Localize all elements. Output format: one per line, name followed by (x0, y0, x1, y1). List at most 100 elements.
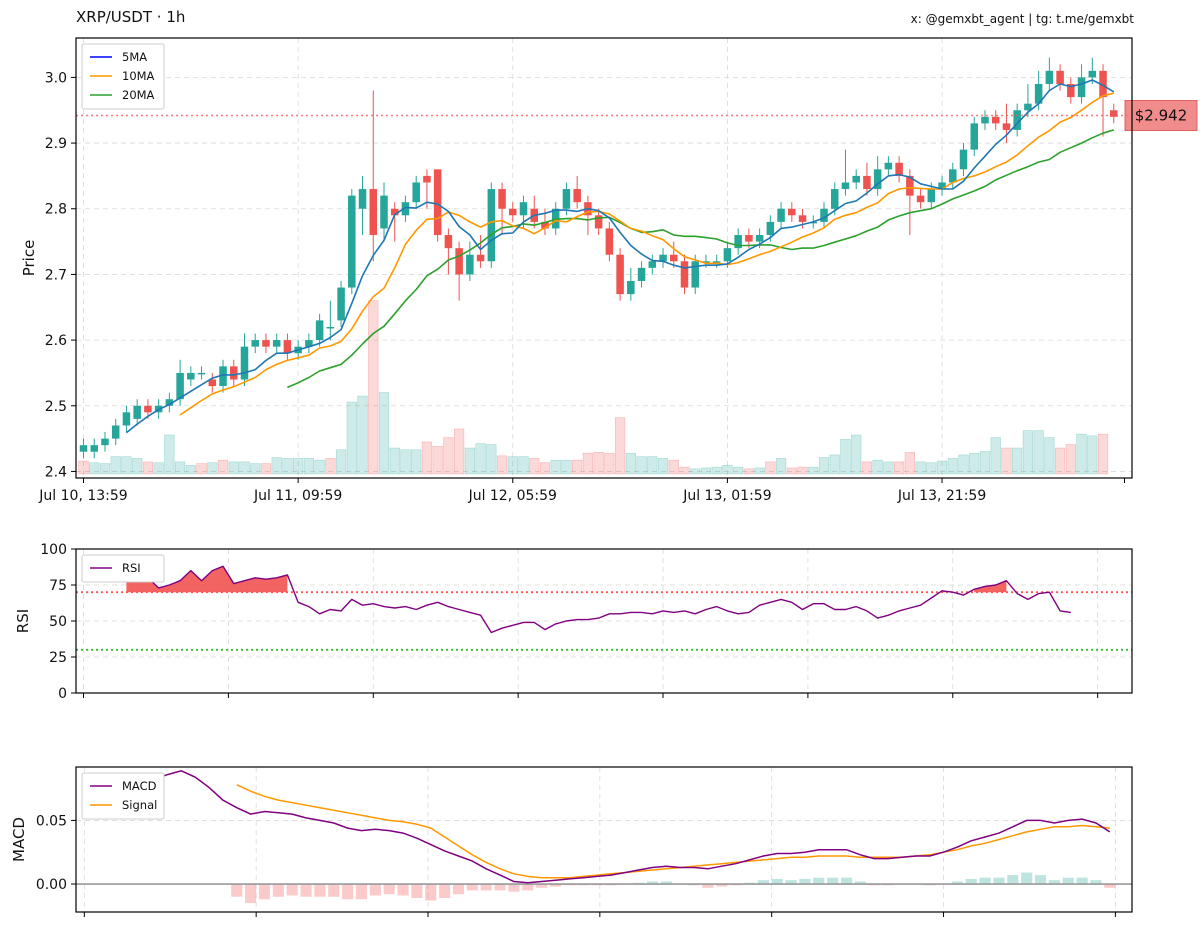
candle-body (444, 235, 453, 249)
volume-bar (808, 466, 819, 475)
ma10-line (179, 92, 1114, 416)
volume-bar (357, 395, 368, 475)
volume-bar (883, 461, 894, 475)
volume-bar (368, 300, 379, 475)
volume-bar (207, 462, 218, 475)
legend-entry: MACD (122, 779, 157, 793)
candle-body (648, 261, 657, 268)
macd-hist-bar (383, 884, 395, 895)
macd-hist-bar (1034, 875, 1047, 885)
volume-bar (851, 434, 862, 475)
volume-bar (743, 468, 755, 475)
candle-body (122, 412, 131, 426)
price-ytick-label: 2.5 (45, 399, 67, 415)
volume-bar (443, 437, 454, 475)
volume-bar (1076, 433, 1087, 475)
volume-bar (78, 460, 89, 475)
rsi-overbought-fill (126, 566, 1007, 593)
volume-bar (668, 459, 679, 475)
macd-histogram (231, 872, 1116, 904)
candle-body (1099, 70, 1107, 98)
candle-body (755, 235, 764, 242)
candle-body (820, 208, 828, 222)
rsi-line (126, 565, 1071, 634)
volume-bar (89, 462, 100, 475)
volume-bar (625, 452, 636, 475)
volume-bars (78, 300, 1109, 475)
volume-bar (550, 459, 561, 475)
macd-hist-bar (854, 881, 866, 885)
macd-hist-bar (979, 877, 991, 885)
volume-bar (722, 465, 733, 475)
candle-body (272, 340, 281, 347)
volume-bar (1065, 444, 1076, 475)
chart-title: XRP/USDT · 1h (76, 8, 186, 26)
rsi-legend: RSI (81, 554, 165, 583)
candle-body (197, 372, 206, 375)
candle-body (401, 202, 410, 216)
candle-body (251, 340, 259, 347)
candle-body (1077, 77, 1086, 98)
candle-body (927, 189, 936, 203)
macd-hist-bar (1021, 872, 1033, 885)
candles (79, 57, 1118, 459)
candle-body (240, 346, 249, 380)
ma20-line (287, 129, 1115, 389)
candle-body (970, 123, 978, 150)
candle-body (412, 182, 420, 203)
volume-bar (432, 445, 443, 475)
candle-body (573, 189, 581, 203)
volume-bar (765, 461, 776, 475)
volume-bar (604, 452, 615, 475)
volume-bar (99, 463, 111, 475)
candle-body (455, 248, 463, 275)
volume-bar (1044, 437, 1055, 475)
candle-body (133, 405, 141, 419)
candle-body (659, 254, 667, 262)
volume-bar (496, 455, 508, 475)
candle-body (1024, 103, 1032, 111)
candle-body (369, 189, 378, 236)
candle-body (627, 280, 635, 295)
volume-bar (893, 461, 905, 475)
legend-entry: RSI (122, 561, 141, 575)
macd-hist-bar (397, 884, 409, 896)
volume-bar (314, 459, 325, 475)
candle-body (380, 195, 388, 229)
macd-hist-bar (1104, 884, 1116, 888)
candle-body (594, 215, 603, 229)
macd-hist-bar (716, 884, 728, 887)
candle-body (949, 169, 957, 183)
candle-body (884, 162, 893, 170)
legend-box (81, 554, 165, 583)
price-ytick-label: 3.0 (45, 70, 67, 86)
macd-hist-bar (549, 884, 562, 887)
candle-body (144, 405, 152, 413)
volume-bar (572, 459, 583, 475)
macd-hist-bar (757, 880, 769, 885)
price-ytick-label: 2.7 (45, 267, 67, 283)
candle-body (101, 438, 109, 446)
candle-body (230, 366, 238, 380)
macd-hist-bar (536, 884, 548, 888)
macd-hist-bar (439, 884, 451, 899)
rsi-overbought-area (974, 580, 1007, 593)
volume-bar (657, 458, 669, 475)
macd-hist-bar (1090, 880, 1102, 885)
candle-body (863, 175, 871, 190)
volume-bar (185, 465, 196, 475)
macd-hist-bar (245, 884, 257, 904)
macd-hist-bar (965, 878, 977, 885)
volume-bar (1087, 435, 1098, 475)
macd-hist-bar (813, 877, 825, 885)
volume-bar (797, 466, 808, 475)
macd-hist-bar (369, 884, 381, 896)
volume-bar (110, 456, 121, 475)
candle-body (723, 248, 732, 262)
candle-body (79, 445, 88, 452)
macd-hist-bar (1062, 877, 1074, 885)
candle-body (981, 116, 989, 124)
macd-line (139, 770, 1111, 884)
candle-body (991, 116, 1000, 124)
